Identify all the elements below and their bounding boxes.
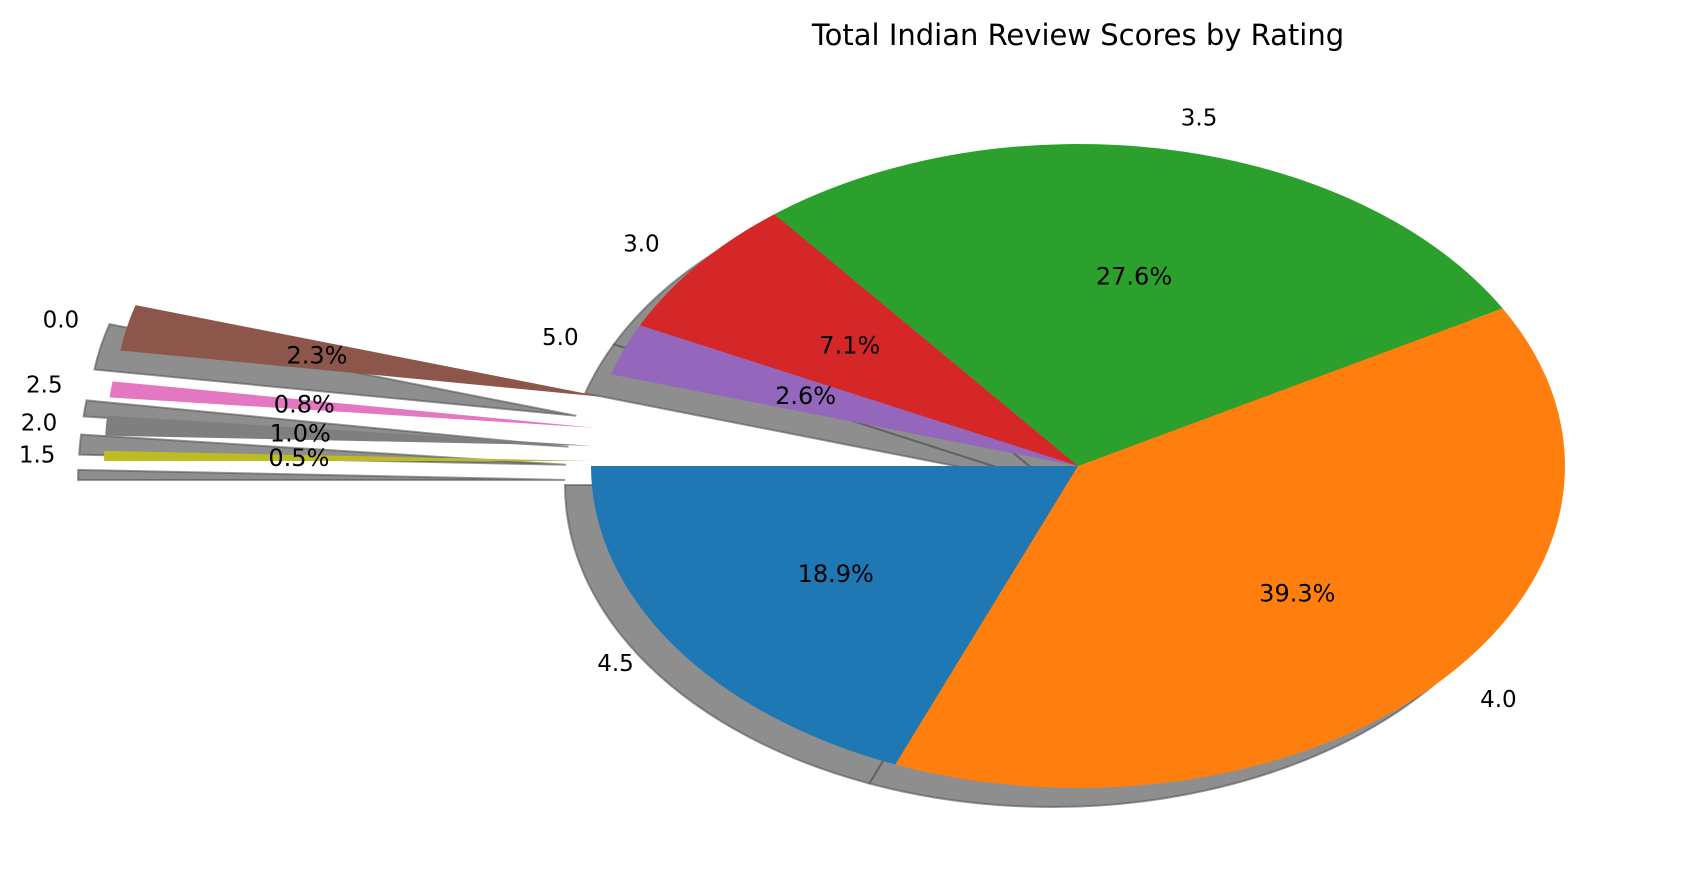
slice-percent-1-5: 0.5% [268,444,329,472]
slice-percent-3-0: 7.1% [819,331,880,359]
slice-label-3-0: 3.0 [623,232,660,258]
slice-percent-5-0: 2.6% [775,382,836,410]
slice-percent-3-5: 27.6% [1096,262,1172,290]
slice-label-5-0: 5.0 [542,325,579,351]
slice-1-5 [104,450,592,461]
slice-3-5 [774,144,1503,466]
slice-4-0 [895,308,1565,788]
chart-title: Total Indian Review Scores by Rating [811,18,1344,52]
slice-3-0 [639,214,1078,466]
slice-label-1-5: 1.5 [19,442,56,468]
slice-percent-2-5: 0.8% [274,391,335,419]
slice-5-0 [611,325,1078,466]
slice-labels: 4.5 18.9% 4.0 39.3% 3.5 27.6% 3.0 7.1% 5.0 2.6% 0.… [19,105,1517,713]
slice-shadow-2-5 [82,399,569,448]
slice-0-0 [120,305,603,397]
slice-label-3-5: 3.5 [1181,105,1218,131]
slice-label-4-0: 4.0 [1480,687,1517,713]
slice-2-5 [109,381,595,428]
slice-shadow-2-0 [78,433,567,466]
slice-4-5 [591,466,1078,765]
slice-label-2-5: 2.5 [26,373,63,399]
slice-shadow-1-5 [77,468,566,481]
slice-percent-4-5: 18.9% [798,560,874,588]
slice-label-0-0: 0.0 [43,308,80,334]
pie-slices [104,144,1565,788]
slice-label-4-5: 4.5 [597,651,634,677]
slice-percent-0-0: 2.3% [287,341,348,369]
slice-percent-2-0: 1.0% [270,420,331,448]
slice-percent-4-0: 39.3% [1259,580,1335,608]
slice-label-2-0: 2.0 [21,411,58,437]
slice-2-0 [105,415,592,446]
